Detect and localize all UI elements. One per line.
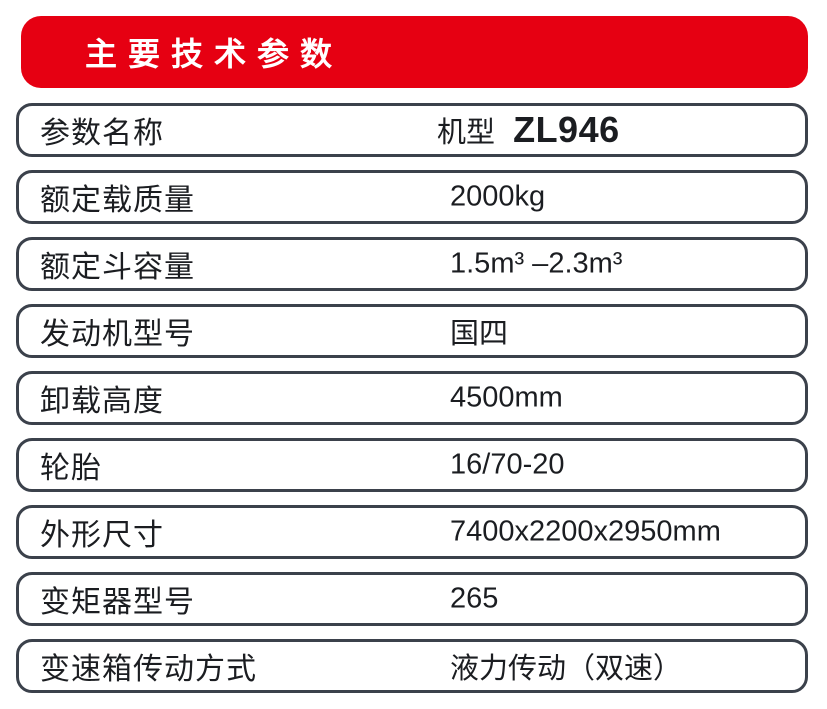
table-row-engine-model: 发动机型号 国四 — [16, 304, 808, 358]
table-row-dump-height: 卸载高度 4500mm — [16, 371, 808, 425]
page-title: 主要技术参数 — [85, 36, 344, 72]
param-value: 4500mm — [450, 381, 563, 414]
param-label: 卸载高度 — [40, 385, 164, 418]
table-row-rated-load: 额定载质量 2000kg — [16, 170, 808, 224]
table-row-dimensions: 外形尺寸 7400x2200x2950mm — [16, 505, 808, 559]
param-value: 液力传动（双速） — [450, 653, 683, 685]
param-label: 额定斗容量 — [40, 251, 195, 284]
table-row-tires: 轮胎 16/70-20 — [16, 438, 808, 492]
table-row-bucket-capacity: 额定斗容量 1.5m³ –2.3m³ — [16, 237, 808, 291]
param-label: 发动机型号 — [40, 318, 195, 351]
param-value: 7400x2200x2950mm — [450, 515, 721, 548]
param-label: 额定载质量 — [40, 184, 195, 217]
param-value: 1.5m³ –2.3m³ — [450, 247, 623, 280]
param-value: 国四 — [450, 318, 509, 350]
spec-table: 参数名称 机型 ZL946 额定载质量 2000kg 额定斗容量 1.5m³ –… — [16, 103, 808, 693]
param-label: 轮胎 — [40, 452, 102, 485]
model-number: ZL946 — [513, 109, 620, 150]
model-prefix: 机型 — [437, 117, 496, 149]
param-value: 265 — [450, 582, 499, 615]
table-row-transmission: 变速箱传动方式 液力传动（双速） — [16, 639, 808, 693]
param-label: 参数名称 — [40, 117, 164, 150]
table-row-torque-converter: 变矩器型号 265 — [16, 572, 808, 626]
param-value: 16/70-20 — [450, 448, 565, 481]
param-label: 变矩器型号 — [40, 586, 195, 619]
param-value: 机型 ZL946 — [437, 109, 620, 151]
table-row-model: 参数名称 机型 ZL946 — [16, 103, 808, 157]
param-value: 2000kg — [450, 180, 546, 213]
param-label: 变速箱传动方式 — [40, 653, 257, 686]
param-label: 外形尺寸 — [40, 519, 164, 552]
title-banner: 主要技术参数 — [21, 16, 808, 88]
